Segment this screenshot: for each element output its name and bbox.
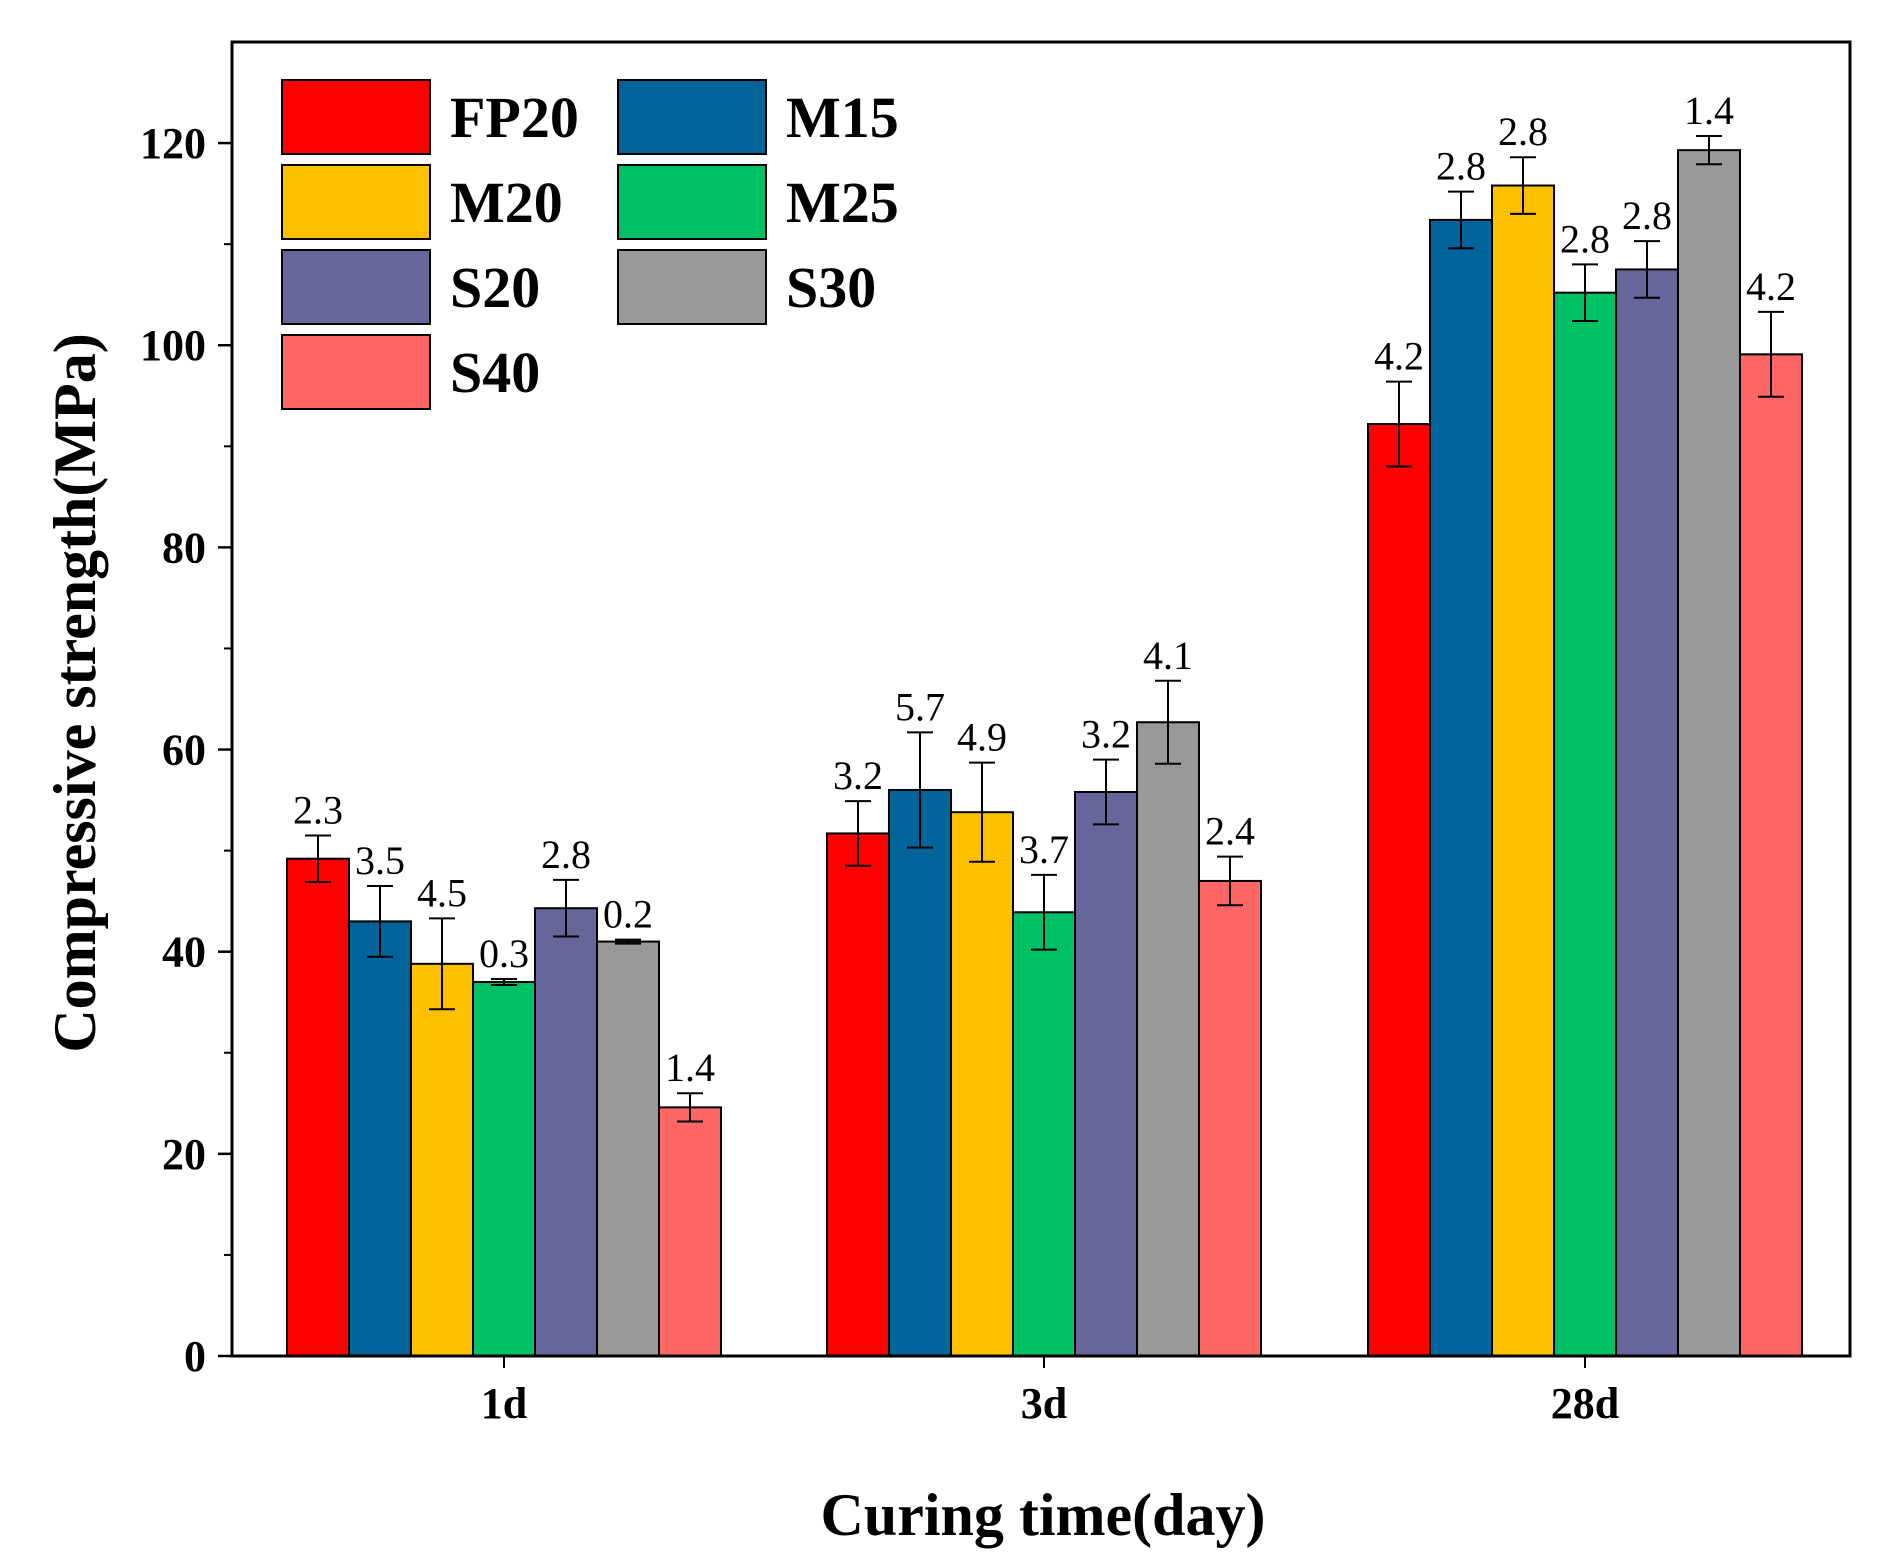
error-label-s20-28d: 2.8 [1622,193,1672,238]
legend-swatch-s30 [617,249,767,325]
error-label-m25-1d: 0.3 [479,931,529,976]
bar-m25-3d [1012,911,1076,1357]
error-label-s40-28d: 4.2 [1746,264,1796,309]
error-labels-layer: 2.3 3.5 4.5 0.3 2.8 0.2 1.4 3.2 5.7 4.9 3.7 3.2 4.1 2… [293,88,1796,1090]
y-tick-label-80: 80 [162,523,206,572]
legend-label-m20: M20 [450,170,563,235]
x-tick-label-28d: 28d [1551,1379,1619,1428]
bar-s40-28d [1739,353,1803,1357]
error-label-fp20-1d: 2.3 [293,787,343,832]
legend-label-s30: S30 [786,255,876,320]
error-label-s40-3d: 2.4 [1205,809,1255,854]
x-axis-title: Curing time(day) [821,1482,1266,1548]
y-tick-label-0: 0 [184,1332,206,1381]
error-label-s30-28d: 1.4 [1684,88,1734,133]
error-label-m15-28d: 2.8 [1436,144,1486,189]
bar-m15-28d [1429,218,1493,1357]
legend-swatch-m20 [281,164,431,240]
x-tick-label-3d: 3d [1021,1379,1067,1428]
error-label-m25-28d: 2.8 [1560,216,1610,261]
error-label-m15-1d: 3.5 [355,838,405,883]
y-tick-label-120: 120 [140,119,206,168]
bar-m20-28d [1491,184,1555,1358]
legend-swatch-s20 [281,249,431,325]
error-label-m15-3d: 5.7 [895,684,945,729]
y-tick-label-20: 20 [162,1130,206,1179]
bar-s30-3d [1136,721,1200,1357]
legend-label-s40: S40 [450,340,540,405]
bar-m15-1d [348,920,412,1357]
error-label-m25-3d: 3.7 [1019,827,1069,872]
legend-swatch-fp20 [281,79,431,155]
axes-layer: 1d 3d 28d 0 20 40 60 80 100 120 [140,40,1852,1428]
legend-label-m15: M15 [786,85,899,150]
bar-m25-1d [472,981,536,1357]
error-label-s40-1d: 1.4 [665,1045,715,1090]
legend-label-s20: S20 [450,255,540,320]
bar-s30-28d [1677,149,1741,1357]
error-label-s20-1d: 2.8 [541,832,591,877]
error-bars-layer [305,135,1784,1123]
legend-swatch-s40 [281,334,431,410]
x-tick-label-1d: 1d [481,1379,527,1428]
bar-s40-3d [1198,879,1262,1357]
y-tick-label-60: 60 [162,726,206,775]
bar-s20-3d [1074,790,1138,1357]
bar-m15-3d [888,788,952,1357]
bar-s20-28d [1615,268,1679,1357]
bar-fp20-28d [1367,423,1431,1358]
y-tick-label-100: 100 [140,321,206,370]
error-label-s30-1d: 0.2 [603,892,653,937]
bar-m25-28d [1553,291,1617,1357]
y-tick-label-40: 40 [162,928,206,977]
error-label-s30-3d: 4.1 [1143,633,1193,678]
error-label-s20-3d: 3.2 [1081,712,1131,757]
legend-label-fp20: FP20 [450,85,579,150]
bar-s30-1d [596,940,660,1357]
plot-frame [230,40,1852,1358]
y-axis-title: Compressive strength(MPa) [42,333,108,1052]
error-label-m20-1d: 4.5 [417,870,467,915]
error-label-m20-3d: 4.9 [957,715,1007,760]
error-label-fp20-3d: 3.2 [833,753,883,798]
bar-fp20-3d [826,832,890,1357]
bar-s40-1d [658,1106,722,1358]
bar-m20-1d [410,962,474,1357]
legend: FP20 M15 M20 M25 S20 S30 S40 [281,79,899,410]
error-label-fp20-28d: 4.2 [1374,334,1424,379]
error-label-m20-28d: 2.8 [1498,109,1548,154]
legend-label-m25: M25 [786,170,899,235]
bars-layer [286,149,1803,1358]
bar-fp20-1d [286,857,350,1357]
legend-swatch-m15 [617,79,767,155]
bar-s20-1d [534,907,598,1358]
legend-swatch-m25 [617,164,767,240]
bar-m20-3d [950,811,1014,1357]
